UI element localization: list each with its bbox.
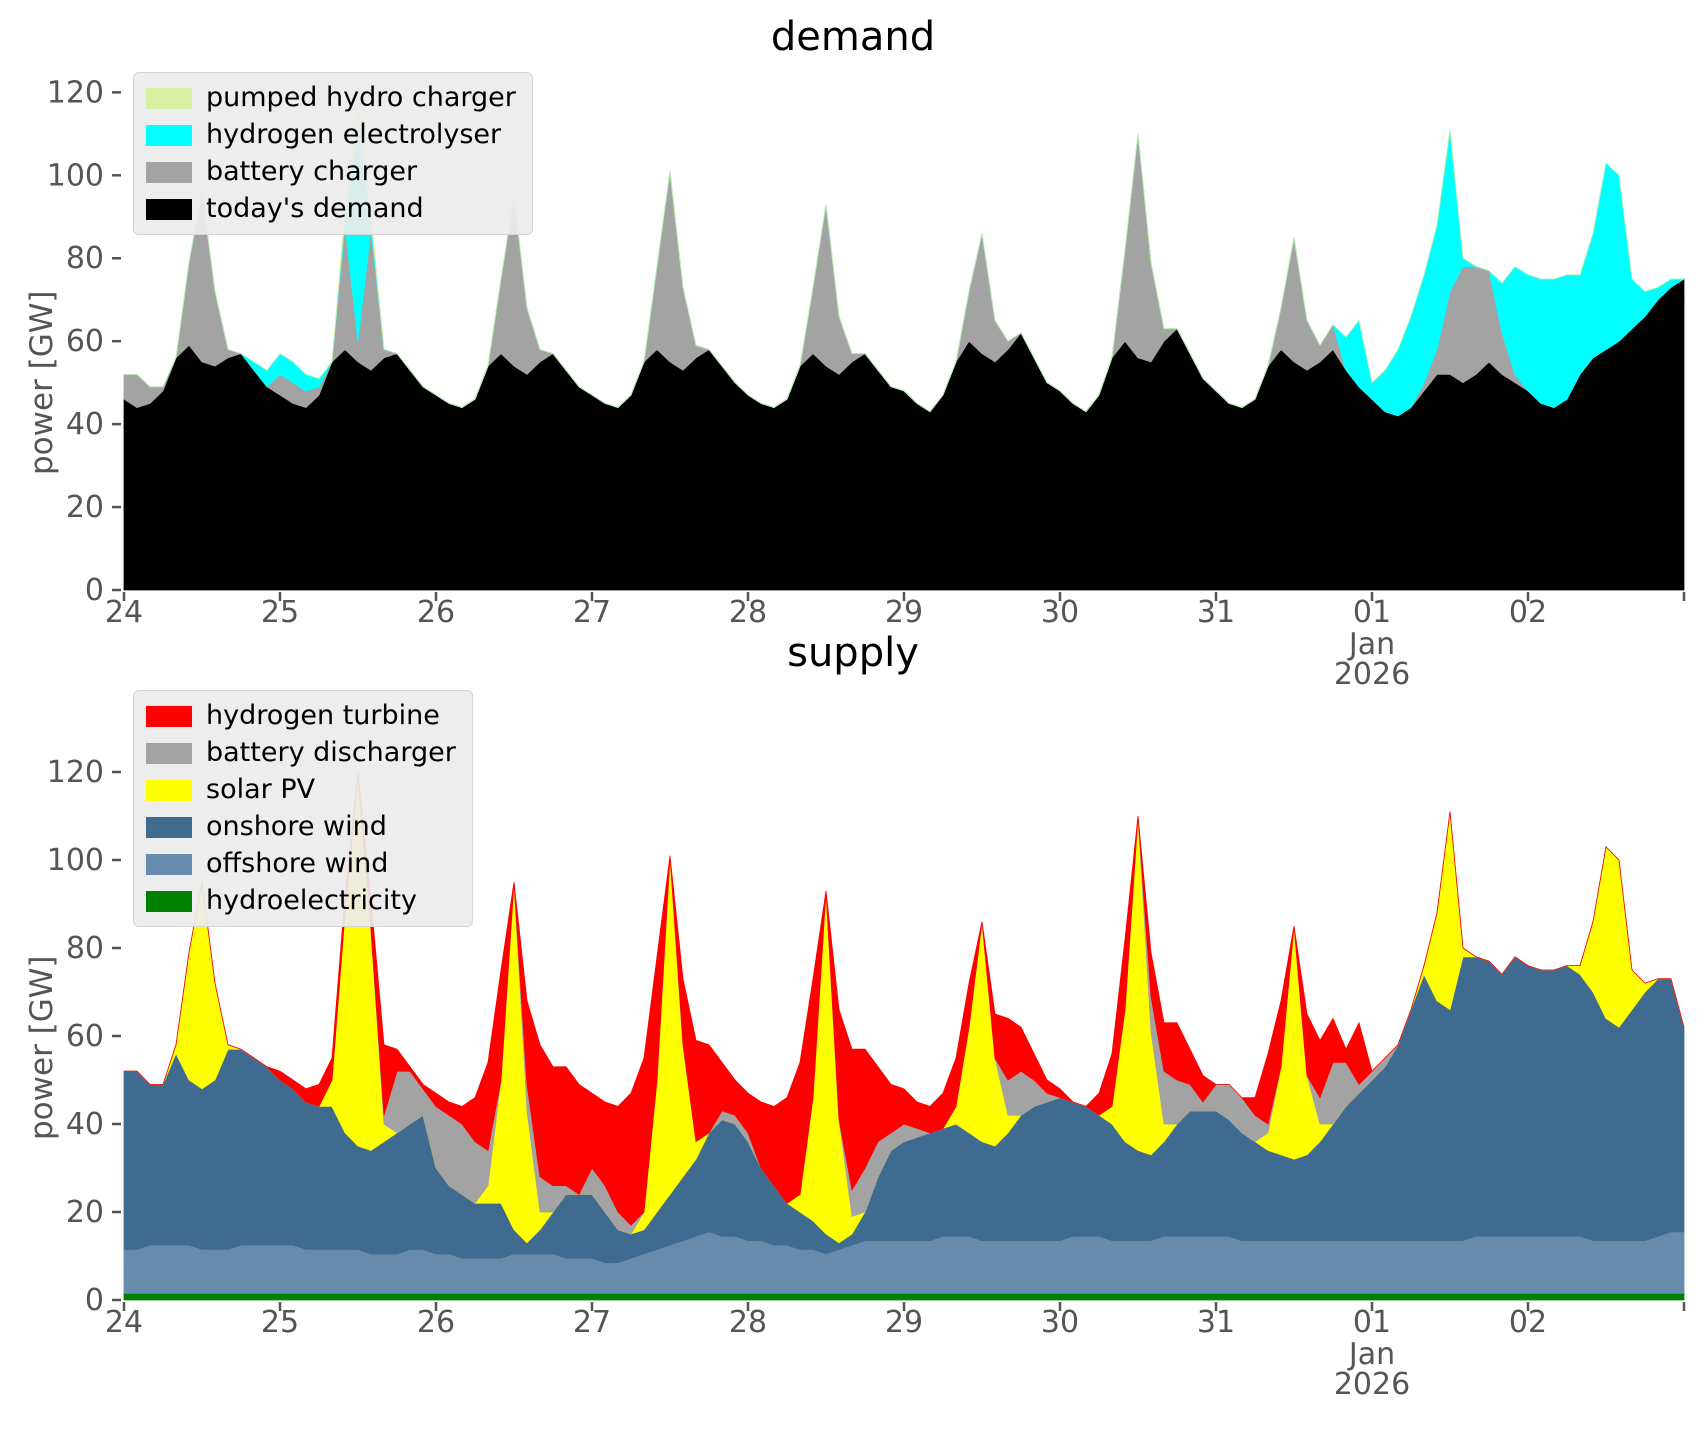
x-tick-label: 02 xyxy=(1509,1305,1547,1340)
legend-label: offshore wind xyxy=(206,848,389,879)
x-tick-label: 24 xyxy=(105,1305,143,1340)
legend-item-battery-charger: battery charger xyxy=(146,157,516,187)
x-tick-label: 30 xyxy=(1041,1305,1079,1340)
x-tick-label: 28 xyxy=(729,595,767,630)
x-tick-label: 31 xyxy=(1197,595,1235,630)
legend-label: solar PV xyxy=(206,774,316,805)
supply-chart-title: supply xyxy=(787,630,919,676)
legend-item-solar-pv: solar PV xyxy=(146,775,456,805)
y-tick-label: 80 xyxy=(66,931,104,966)
area-hydroelectricity xyxy=(123,1293,1685,1301)
x-tick-label: 02 xyxy=(1509,595,1547,630)
x-tick-label: 30 xyxy=(1041,595,1079,630)
legend-item-battery-discharger: battery discharger xyxy=(146,738,456,768)
y-tick-label: 0 xyxy=(85,573,104,608)
hydroelectricity-swatch xyxy=(146,890,192,912)
legend-item-todays-demand: today's demand xyxy=(146,194,516,224)
x-tick-label: 29 xyxy=(885,1305,923,1340)
y-tick-label: 60 xyxy=(66,324,104,359)
battery-charger-swatch xyxy=(146,161,192,183)
onshore-wind-swatch xyxy=(146,816,192,838)
legend-item-hydroelectricity: hydroelectricity xyxy=(146,886,456,916)
y-tick-label: 80 xyxy=(66,241,104,276)
legend-label: battery discharger xyxy=(206,737,456,768)
x-tick-label: 26 xyxy=(417,595,455,630)
demand-legend: pumped hydro charger hydrogen electrolys… xyxy=(133,72,533,235)
area-hydrogen-turbine xyxy=(124,771,1685,1226)
y-tick-label: 120 xyxy=(47,755,104,790)
x-year-label: 2026 xyxy=(1334,1367,1410,1402)
y-tick-label: 0 xyxy=(85,1283,104,1318)
y-tick-label: 120 xyxy=(47,75,104,110)
legend-label: onshore wind xyxy=(206,811,387,842)
hydrogen-turbine-swatch xyxy=(146,705,192,727)
x-tick-label: 25 xyxy=(261,1305,299,1340)
y-tick-label: 100 xyxy=(47,158,104,193)
solar-pv-swatch xyxy=(146,779,192,801)
pumped-hydro-charger-swatch xyxy=(146,87,192,109)
x-tick-label: 01 xyxy=(1353,1305,1391,1340)
y-tick-label: 40 xyxy=(66,407,104,442)
y-tick-label: 100 xyxy=(47,843,104,878)
legend-item-offshore-wind: offshore wind xyxy=(146,849,456,879)
battery-discharger-swatch xyxy=(146,742,192,764)
x-year-label: 2026 xyxy=(1334,657,1410,692)
y-tick-label: 40 xyxy=(66,1107,104,1142)
y-tick-label: 20 xyxy=(66,1195,104,1230)
area-pumped-hydro-charger xyxy=(124,92,1684,413)
legend-label: hydrogen electrolyser xyxy=(206,119,502,150)
x-tick-label: 26 xyxy=(417,1305,455,1340)
hydrogen-electrolyser-swatch xyxy=(146,124,192,146)
todays-demand-swatch xyxy=(146,198,192,220)
legend-item-pumped-hydro-charger: pumped hydro charger xyxy=(146,83,516,113)
demand-chart-title: demand xyxy=(770,14,936,60)
legend-label: today's demand xyxy=(206,193,424,224)
y-tick-label: 20 xyxy=(66,490,104,525)
x-tick-label: 27 xyxy=(573,1305,611,1340)
x-tick-label: 24 xyxy=(105,595,143,630)
legend-item-onshore-wind: onshore wind xyxy=(146,812,456,842)
x-tick-label: 28 xyxy=(729,1305,767,1340)
offshore-wind-swatch xyxy=(146,853,192,875)
legend-label: battery charger xyxy=(206,156,418,187)
y-tick-label: 60 xyxy=(66,1019,104,1054)
legend-label: hydroelectricity xyxy=(206,885,417,916)
supply-legend: hydrogen turbine battery discharger sola… xyxy=(133,690,473,927)
legend-label: pumped hydro charger xyxy=(206,82,516,113)
x-month-label: Jan xyxy=(1347,627,1395,662)
x-tick-label: 25 xyxy=(261,595,299,630)
legend-item-hydrogen-turbine: hydrogen turbine xyxy=(146,701,456,731)
x-tick-label: 27 xyxy=(573,595,611,630)
legend-item-hydrogen-electrolyser: hydrogen electrolyser xyxy=(146,120,516,150)
x-tick-label: 01 xyxy=(1353,595,1391,630)
x-month-label: Jan xyxy=(1347,1337,1395,1372)
legend-label: hydrogen turbine xyxy=(206,700,440,731)
x-tick-label: 31 xyxy=(1197,1305,1235,1340)
x-tick-label: 29 xyxy=(885,595,923,630)
